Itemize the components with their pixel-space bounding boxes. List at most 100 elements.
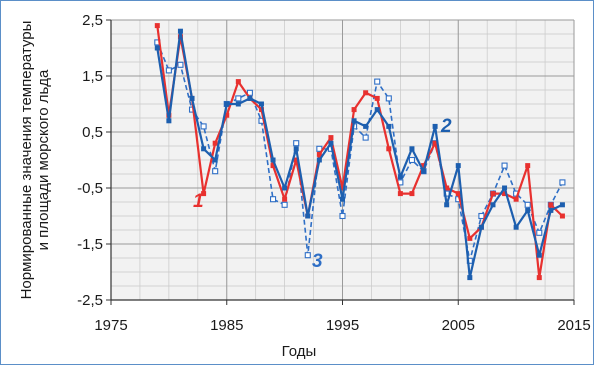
y-axis-title: Нормированные значения температурыи площ…: [18, 21, 52, 300]
data-point-2: [340, 196, 345, 202]
data-point-3: [293, 140, 300, 147]
data-point-2: [201, 146, 207, 152]
data-point-1: [351, 107, 357, 113]
data-point-2: [305, 213, 311, 219]
data-point-3: [559, 179, 566, 186]
data-point-1: [340, 185, 345, 191]
data-point-2: [397, 174, 403, 180]
y-tick-label: -1,5: [77, 236, 103, 253]
data-point-2: [166, 118, 172, 124]
data-point-1: [258, 107, 264, 113]
series-group: [154, 23, 566, 281]
data-point-2: [154, 45, 160, 51]
labels: Годы Нормированные значения температурыи …: [18, 21, 452, 360]
data-point-2: [444, 202, 450, 208]
data-point-2: [189, 95, 195, 101]
data-point-1: [374, 95, 380, 101]
data-point-1: [212, 140, 218, 146]
x-tick-label: 2015: [557, 317, 590, 334]
data-point-3: [165, 67, 172, 74]
data-point-1: [467, 235, 473, 241]
data-point-1: [432, 140, 438, 146]
data-point-2: [536, 252, 542, 258]
x-tick-label: 1985: [210, 317, 243, 334]
data-point-3: [524, 201, 531, 208]
data-point-2: [502, 185, 508, 191]
data-point-3: [501, 162, 508, 169]
data-point-2: [351, 118, 357, 124]
y-tick-label: 0,5: [82, 124, 103, 141]
data-point-1: [201, 191, 207, 197]
data-point-3: [269, 196, 277, 203]
data-point-2: [374, 107, 380, 113]
data-point-2: [235, 101, 241, 107]
series-label-2: 2: [440, 116, 452, 137]
data-point-1: [548, 202, 554, 208]
x-axis-title: Годы: [282, 343, 317, 360]
data-point-1: [513, 196, 519, 202]
data-point-2: [421, 168, 427, 174]
y-tick-label: -2,5: [77, 292, 103, 309]
data-point-3: [385, 95, 392, 102]
data-point-1: [224, 112, 230, 118]
y-tick-label: 1,5: [82, 68, 103, 85]
data-point-2: [293, 146, 299, 152]
data-point-3: [212, 168, 219, 175]
data-point-2: [177, 28, 183, 34]
data-point-2: [467, 275, 473, 281]
y-axis-title-line: и площади морского льда: [35, 69, 52, 250]
data-point-1: [154, 23, 160, 29]
data-point-1: [282, 196, 288, 202]
data-point-2: [559, 202, 565, 208]
data-point-2: [224, 101, 230, 107]
data-point-2: [432, 123, 438, 129]
data-point-3: [374, 78, 381, 85]
y-tick-label: -0,5: [77, 180, 103, 197]
data-point-1: [293, 157, 299, 163]
data-point-2: [386, 123, 392, 129]
data-point-3: [200, 123, 207, 130]
data-point-2: [282, 185, 288, 191]
data-point-1: [316, 151, 322, 157]
data-point-2: [478, 224, 484, 230]
data-point-1: [235, 79, 241, 85]
axes: 1975 1985 1995 2005 2015 2,5 1,5 0,5 -0,5 -1,5 -2,…: [77, 12, 591, 334]
data-point-1: [536, 275, 542, 281]
data-point-1: [270, 163, 276, 169]
series-label-3: 3: [312, 251, 323, 272]
data-point-1: [421, 163, 427, 169]
data-point-2: [455, 163, 461, 169]
data-point-2: [212, 157, 218, 163]
x-tick-label: 1995: [326, 317, 359, 334]
y-axis-title-line: Нормированные значения температуры: [18, 21, 35, 300]
data-point-2: [328, 140, 334, 146]
data-point-2: [548, 207, 554, 213]
data-point-2: [258, 101, 264, 107]
data-point-2: [409, 146, 415, 152]
data-point-2: [247, 95, 253, 101]
data-point-1: [444, 185, 450, 191]
data-point-3: [304, 252, 311, 259]
series-label-1: 1: [193, 191, 204, 212]
data-point-3: [281, 201, 288, 208]
data-point-1: [455, 191, 461, 197]
data-point-3: [408, 156, 416, 164]
data-point-1: [490, 191, 496, 197]
data-point-2: [270, 157, 276, 163]
series-line-2: [156, 30, 563, 279]
data-point-3: [478, 212, 485, 220]
x-tick-label: 2005: [442, 317, 475, 334]
data-point-3: [362, 134, 369, 141]
data-point-1: [525, 163, 531, 169]
x-tick-label: 1975: [94, 317, 127, 334]
data-point-1: [559, 213, 565, 219]
data-point-2: [490, 202, 496, 208]
data-point-3: [235, 95, 242, 102]
data-point-1: [397, 191, 403, 197]
data-point-2: [513, 224, 519, 230]
data-point-3: [536, 229, 543, 236]
data-point-2: [316, 157, 322, 163]
data-point-2: [363, 123, 369, 129]
data-point-3: [316, 145, 323, 152]
